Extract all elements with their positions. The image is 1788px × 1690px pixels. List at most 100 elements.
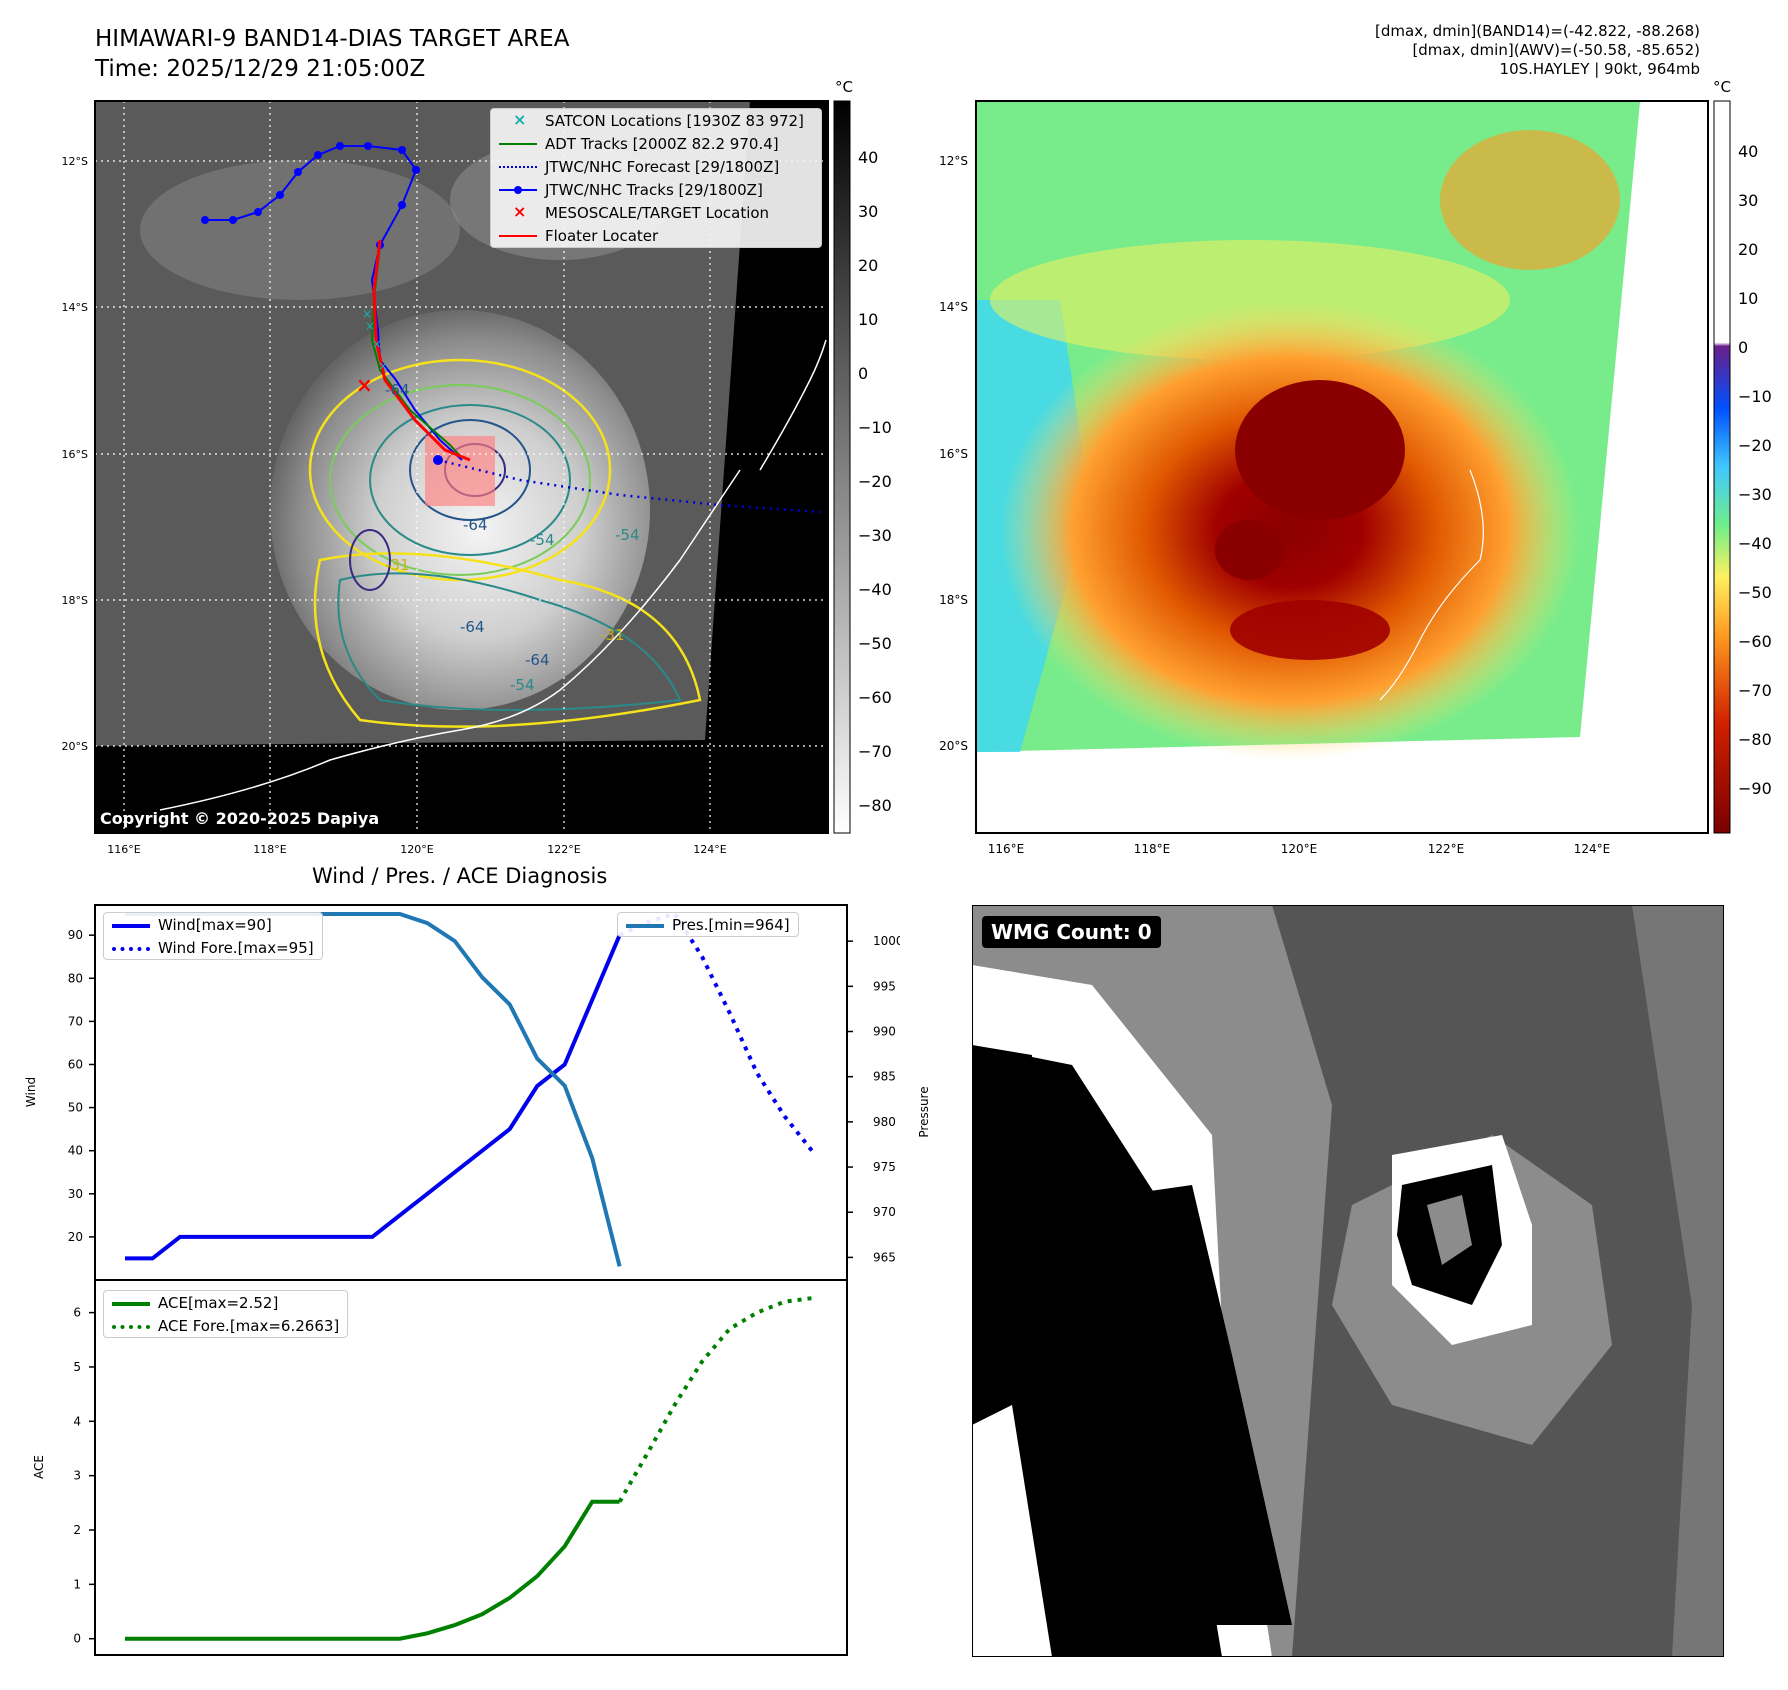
gray-colorbar-ticks: 40 30 20 10 0 −10 −20 −30 −40 −50 −60 −7… <box>858 148 892 815</box>
svg-text:40: 40 <box>1738 142 1758 161</box>
contour-label: -54 <box>615 526 640 544</box>
svg-text:20: 20 <box>858 256 878 275</box>
ace-tick-label: 2 <box>73 1523 81 1537</box>
ace-dotted-line-icon <box>112 1319 150 1333</box>
floater-line-icon <box>499 229 537 243</box>
track-line-dot-icon <box>499 183 537 197</box>
pressure-line-icon <box>626 918 664 932</box>
contour-label: -54 <box>530 531 555 549</box>
ir-lat-ticks: 12°S 14°S 16°S 18°S 20°S <box>62 155 88 753</box>
svg-text:116°E: 116°E <box>107 843 140 856</box>
legend-item-ace: ACE[max=2.52] <box>104 1291 347 1314</box>
wind-solid-line-icon <box>112 918 150 932</box>
adt-line-icon <box>499 137 537 151</box>
legend-item-mesoscale: × MESOSCALE/TARGET Location <box>491 201 821 224</box>
svg-text:12°S: 12°S <box>939 154 968 168</box>
contour-label: -64 <box>463 516 488 534</box>
svg-text:×: × <box>365 319 375 333</box>
svg-text:124°E: 124°E <box>1574 842 1611 856</box>
svg-text:30: 30 <box>1738 191 1758 210</box>
svg-text:10: 10 <box>1738 289 1758 308</box>
satcon-markers: ×××× <box>362 307 388 373</box>
forecast-dotted-icon <box>499 160 537 174</box>
map-legend: × SATCON Locations [1930Z 83 972] ADT Tr… <box>490 108 822 248</box>
wind-tick-label: 50 <box>68 1101 83 1115</box>
figure-title: HIMAWARI-9 BAND14-DIAS TARGET AREA <box>95 26 570 52</box>
color-lon-ticks: 116°E 118°E 120°E 122°E 124°E <box>988 842 1611 856</box>
svg-text:14°S: 14°S <box>939 300 968 314</box>
svg-text:×: × <box>372 337 382 351</box>
svg-text:−50: −50 <box>858 634 892 653</box>
pressure-tick-label: 990 <box>873 1025 896 1039</box>
ace-tick-label: 6 <box>73 1306 81 1320</box>
legend-item-ace-forecast: ACE Fore.[max=6.2663] <box>104 1314 347 1337</box>
pressure-tick-label: 975 <box>873 1160 896 1174</box>
satcon-x-icon: × <box>513 109 527 129</box>
pressure-tick-label: 995 <box>873 979 896 993</box>
coastline <box>159 469 741 811</box>
color-colorbar-ticks: 40 30 20 10 0 −10 −20 −30 −40 −50 −60 −7… <box>1738 142 1772 798</box>
stats-line-awv: [dmax, dmin](AWV)=(-50.58, -85.652) <box>1412 41 1700 59</box>
pressure-tick-label: 965 <box>873 1250 896 1264</box>
svg-text:−80: −80 <box>1738 730 1772 749</box>
svg-text:−70: −70 <box>858 742 892 761</box>
ace-axes <box>94 1279 848 1656</box>
gray-colorbar <box>833 100 851 834</box>
wind-tick-label: 40 <box>68 1144 83 1158</box>
jtwc-forecast-line <box>437 458 821 514</box>
pressure-axis-label-text: Pressure <box>917 1086 931 1137</box>
pressure-tick-label: 985 <box>873 1070 896 1084</box>
stats-line-band14: [dmax, dmin](BAND14)=(-42.822, -88.268) <box>1375 22 1700 40</box>
ace-tick-label: 3 <box>73 1469 81 1483</box>
ace-tick-label: 0 <box>73 1632 81 1646</box>
legend-item-jtwc-forecast: JTWC/NHC Forecast [29/1800Z] <box>491 155 821 178</box>
ace-forecast-series-line <box>617 1296 813 1503</box>
svg-text:18°S: 18°S <box>62 594 88 607</box>
contour-label: -64 <box>385 381 410 399</box>
wind-series-line <box>125 934 622 1261</box>
svg-text:120°E: 120°E <box>400 843 433 856</box>
svg-text:118°E: 118°E <box>253 843 286 856</box>
figure-time: Time: 2025/12/29 21:05:00Z <box>95 56 426 82</box>
svg-text:122°E: 122°E <box>1428 842 1465 856</box>
wind-tick-label: 70 <box>68 1014 83 1028</box>
pressure-tick-label: 1000 <box>873 934 900 948</box>
svg-text:116°E: 116°E <box>988 842 1025 856</box>
color-colorbar <box>1713 100 1731 834</box>
svg-text:−10: −10 <box>1738 387 1772 406</box>
floater-track-line <box>372 239 471 462</box>
svg-text:−10: −10 <box>858 418 892 437</box>
stats-line-storm: 10S.HAYLEY | 90kt, 964mb <box>1499 60 1700 78</box>
wind-axis-label: Wind <box>24 1077 38 1107</box>
stats-block: [dmax, dmin](BAND14)=(-42.822, -88.268) … <box>1375 22 1700 79</box>
ace-series-line <box>125 1499 620 1641</box>
svg-text:−40: −40 <box>858 580 892 599</box>
svg-text:12°S: 12°S <box>62 155 88 168</box>
ir-map-frame <box>94 100 829 834</box>
svg-text:14°S: 14°S <box>62 301 88 314</box>
svg-text:×: × <box>378 359 388 373</box>
gray-colorbar-unit: °C <box>835 78 853 96</box>
svg-text:124°E: 124°E <box>693 843 726 856</box>
svg-text:20: 20 <box>1738 240 1758 259</box>
svg-text:−40: −40 <box>1738 534 1772 553</box>
diagnosis-title: Wind / Pres. / ACE Diagnosis <box>312 864 608 888</box>
wind-tick-label: 90 <box>68 928 83 942</box>
svg-text:30: 30 <box>858 202 878 221</box>
svg-text:118°E: 118°E <box>1134 842 1171 856</box>
legend-item-satcon: × SATCON Locations [1930Z 83 972] <box>491 109 821 132</box>
contour-label: -64 <box>460 618 485 636</box>
svg-text:−20: −20 <box>1738 436 1772 455</box>
contour-label: -54 <box>510 676 535 694</box>
legend-item-pressure: Pres.[min=964] <box>618 913 798 936</box>
wind-tick-label: 60 <box>68 1057 83 1071</box>
svg-text:120°E: 120°E <box>1281 842 1318 856</box>
pressure-series-line <box>125 912 622 1267</box>
wmg-panel <box>972 905 1724 1657</box>
svg-text:−20: −20 <box>858 472 892 491</box>
svg-text:×: × <box>362 307 372 321</box>
svg-text:20°S: 20°S <box>939 739 968 753</box>
mesoscale-marker: × <box>356 373 373 397</box>
svg-text:−70: −70 <box>1738 681 1772 700</box>
